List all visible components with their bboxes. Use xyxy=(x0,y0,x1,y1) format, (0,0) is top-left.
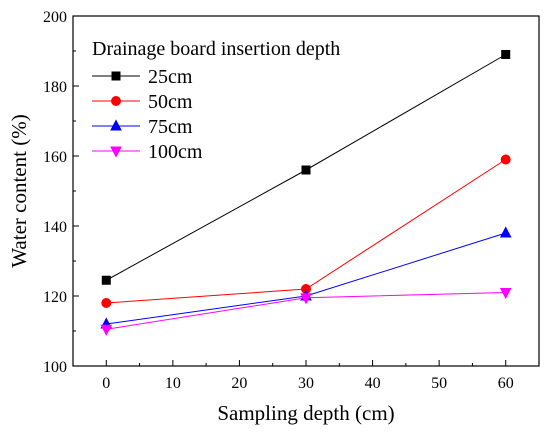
legend: Drainage board insertion depth 25cm 50cm 7… xyxy=(92,38,340,163)
y-tick-label: 140 xyxy=(43,219,67,236)
legend-label: 25cm xyxy=(148,66,193,88)
series-50cm xyxy=(101,154,511,308)
data-point xyxy=(501,50,511,59)
legend-marker xyxy=(111,71,121,81)
legend-label: 75cm xyxy=(148,116,193,138)
data-point xyxy=(101,298,112,308)
x-tick-label: 50 xyxy=(431,375,447,392)
x-axis: 0 10 20 30 40 50 60 xyxy=(102,360,514,392)
y-tick-label: 120 xyxy=(43,289,67,306)
data-point xyxy=(499,288,512,300)
legend-entry: 50cm xyxy=(92,91,193,113)
x-tick-label: 30 xyxy=(298,375,314,392)
plot-frame xyxy=(72,15,540,367)
y-axis-label: Water content (%) xyxy=(7,114,31,267)
legend-label: 100cm xyxy=(148,141,203,163)
data-point xyxy=(101,275,111,285)
series-75cm xyxy=(100,226,512,329)
y-tick-label: 200 xyxy=(43,9,67,26)
y-axis: 100 120 140 160 180 200 xyxy=(43,9,79,376)
legend-marker xyxy=(110,146,122,158)
y-tick-label: 100 xyxy=(43,359,67,376)
x-tick-label: 10 xyxy=(165,375,181,392)
data-point xyxy=(499,226,512,238)
x-tick-label: 20 xyxy=(231,375,247,392)
y-tick-label: 180 xyxy=(43,79,67,96)
series-100cm xyxy=(100,288,512,336)
series-layer xyxy=(100,50,512,336)
data-point xyxy=(301,165,311,175)
legend-marker xyxy=(110,119,122,131)
data-point xyxy=(500,154,511,165)
y-tick-label: 160 xyxy=(43,149,67,166)
legend-entry: 75cm xyxy=(92,116,193,138)
legend-entry: 100cm xyxy=(92,141,203,163)
data-point xyxy=(100,324,113,336)
x-axis-label: Sampling depth (cm) xyxy=(217,401,394,425)
legend-title: Drainage board insertion depth xyxy=(92,38,340,60)
legend-marker xyxy=(111,96,121,106)
legend-entry: 25cm xyxy=(92,66,193,88)
x-tick-label: 60 xyxy=(498,375,514,392)
series-25cm xyxy=(101,50,511,285)
data-point xyxy=(300,293,312,305)
series-line xyxy=(106,159,506,304)
legend-label: 50cm xyxy=(148,91,193,113)
x-tick-label: 0 xyxy=(102,375,110,392)
x-tick-label: 40 xyxy=(365,375,381,392)
